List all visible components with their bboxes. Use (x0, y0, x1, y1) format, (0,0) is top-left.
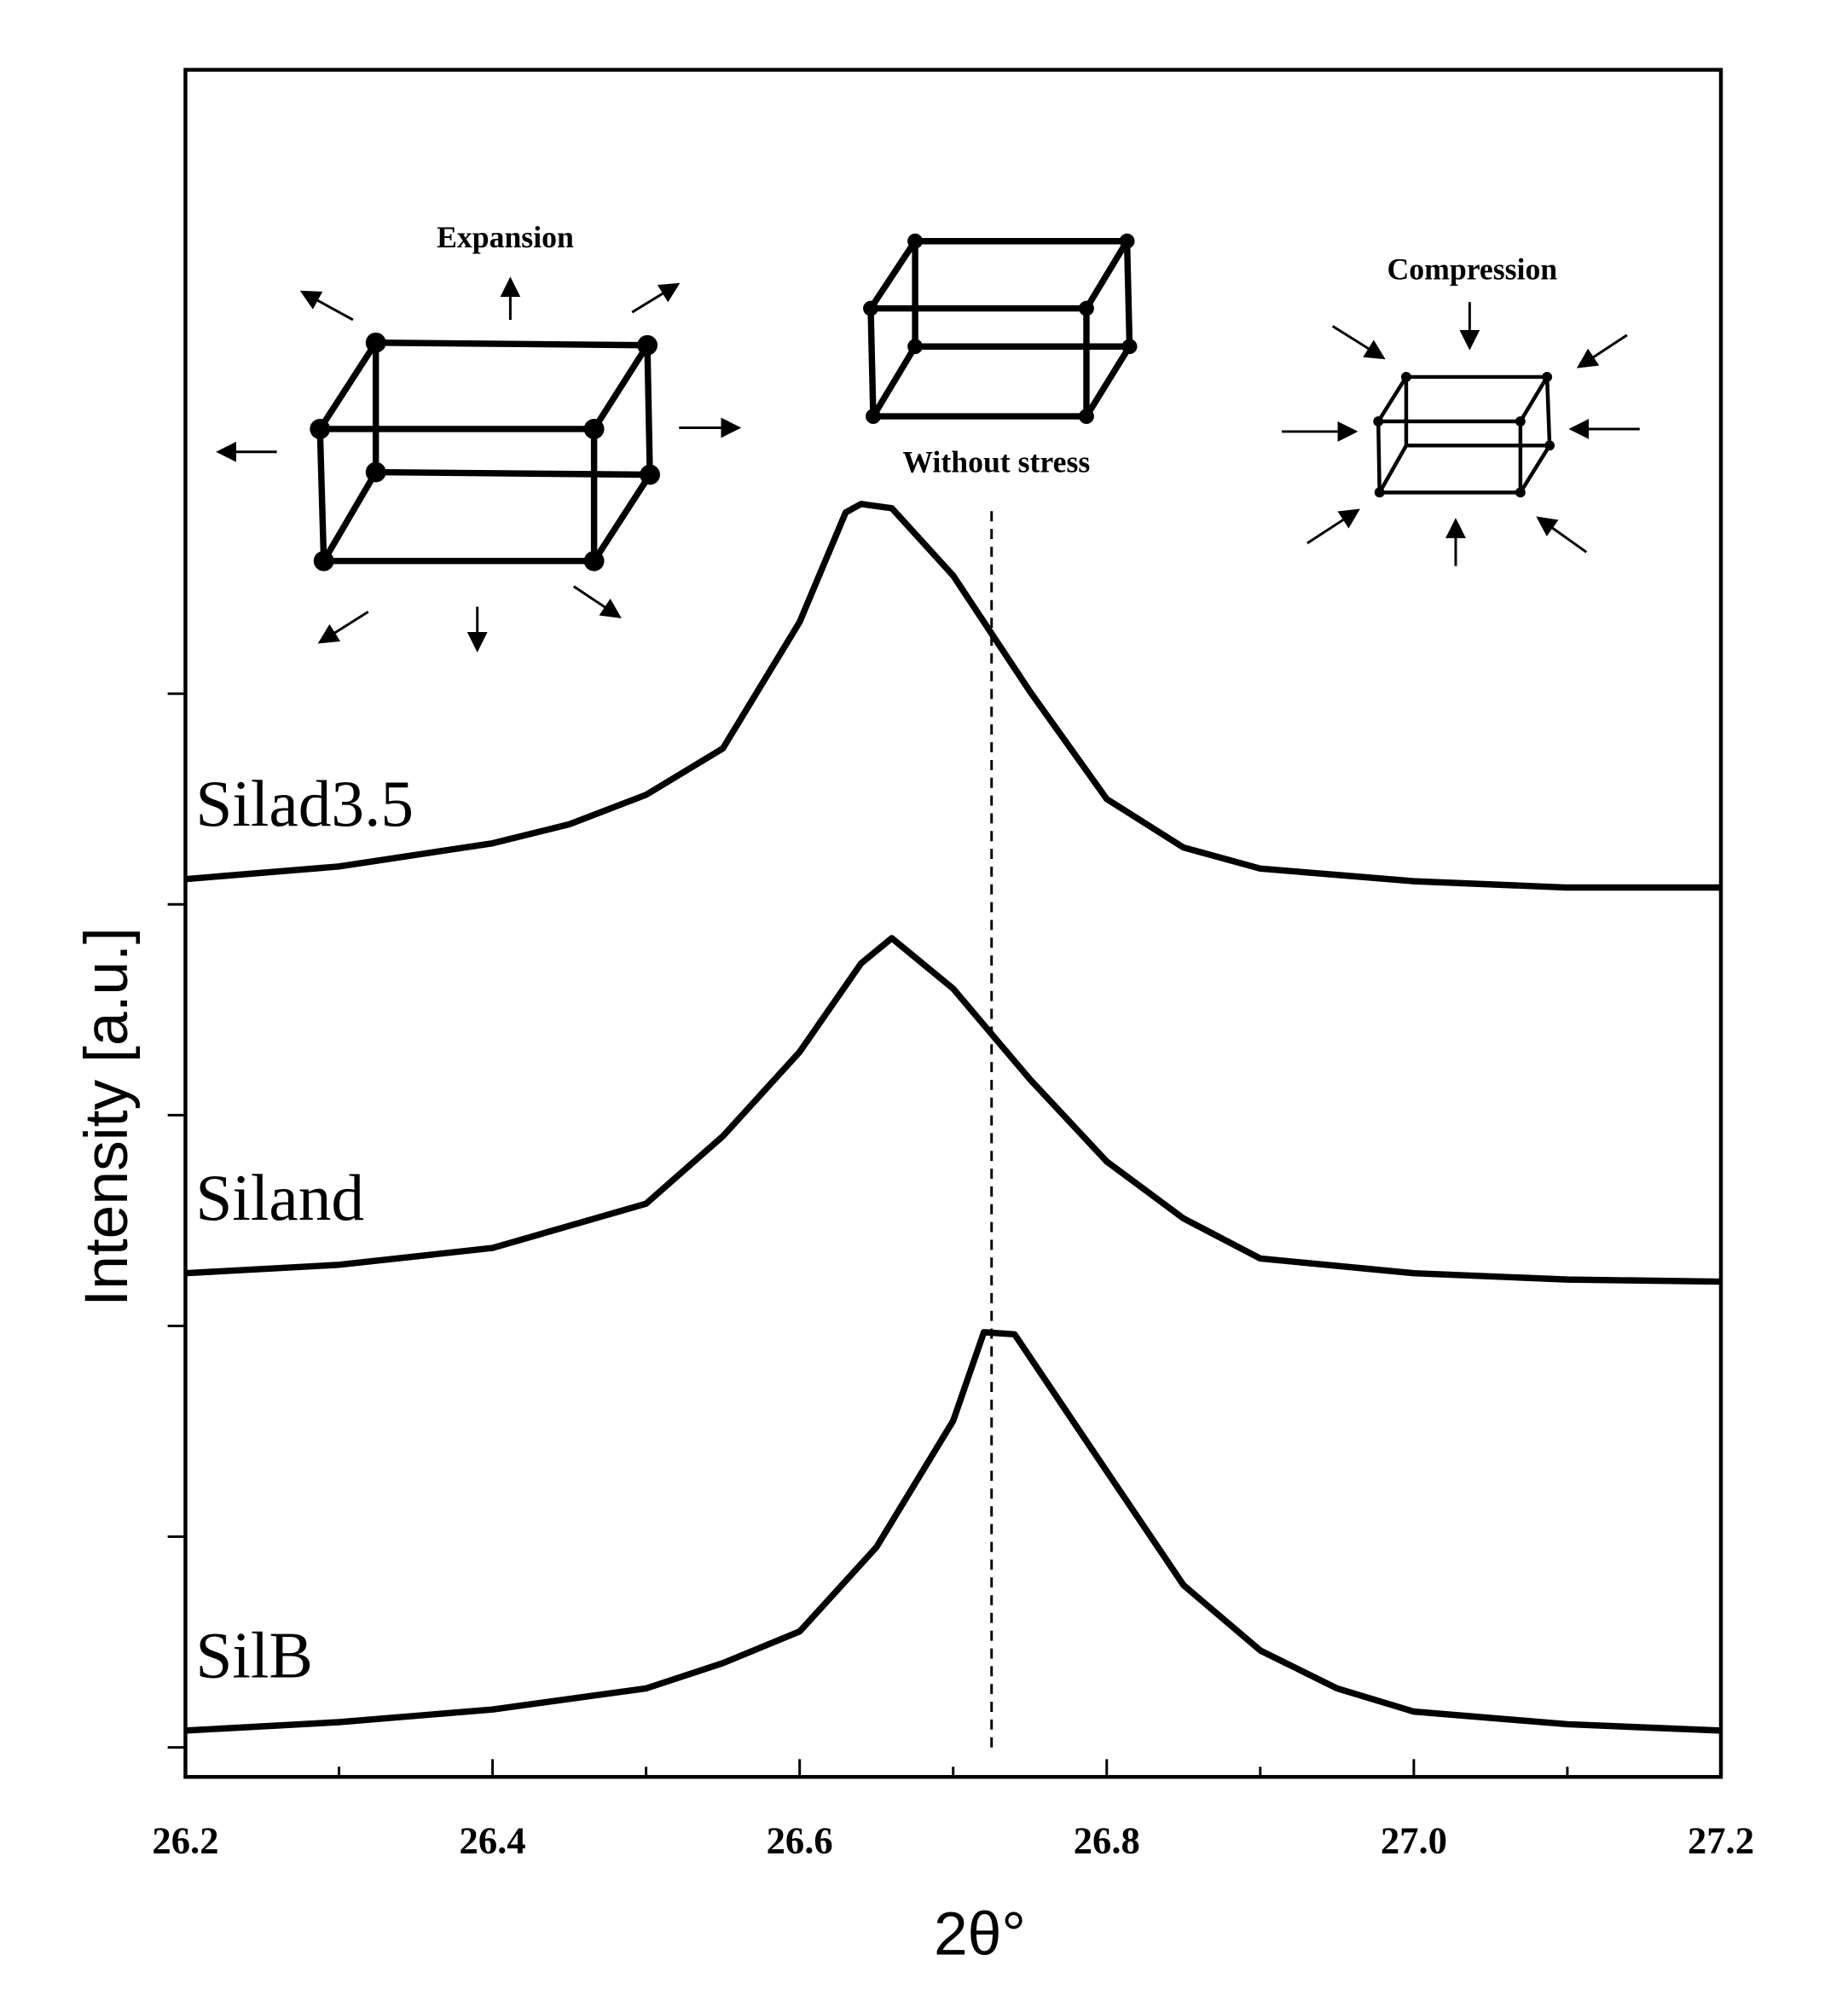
x-tick-label: 26.2 (152, 1819, 218, 1862)
x-tick-label: 26.8 (1074, 1819, 1140, 1862)
series-label: Siland (195, 1161, 364, 1234)
x-tick-label: 27.2 (1688, 1819, 1754, 1862)
series-line (185, 501, 1721, 891)
annotation: Expansion (437, 220, 574, 254)
expansion-arrows (216, 276, 742, 653)
expansion-cube (310, 332, 660, 571)
y-axis-label: Intensity [a.u.] (72, 927, 141, 1307)
series-line (185, 1329, 1722, 1734)
series-line (185, 935, 1722, 1285)
x-axis-label: 2θ° (934, 1900, 1026, 1969)
series-label: Silad3.5 (195, 767, 414, 840)
x-tick-label: 26.6 (767, 1819, 833, 1862)
x-tick-label: 27.0 (1381, 1819, 1447, 1862)
plot-frame (183, 67, 1723, 1779)
annotation: Without stress (902, 445, 1090, 479)
compression-arrows (1282, 302, 1640, 566)
annotation: Compression (1387, 252, 1557, 286)
x-tick-label: 26.4 (460, 1819, 526, 1862)
compression-cube (1373, 371, 1555, 498)
neutral-cube (863, 233, 1138, 424)
series-label: SilB (195, 1618, 313, 1691)
